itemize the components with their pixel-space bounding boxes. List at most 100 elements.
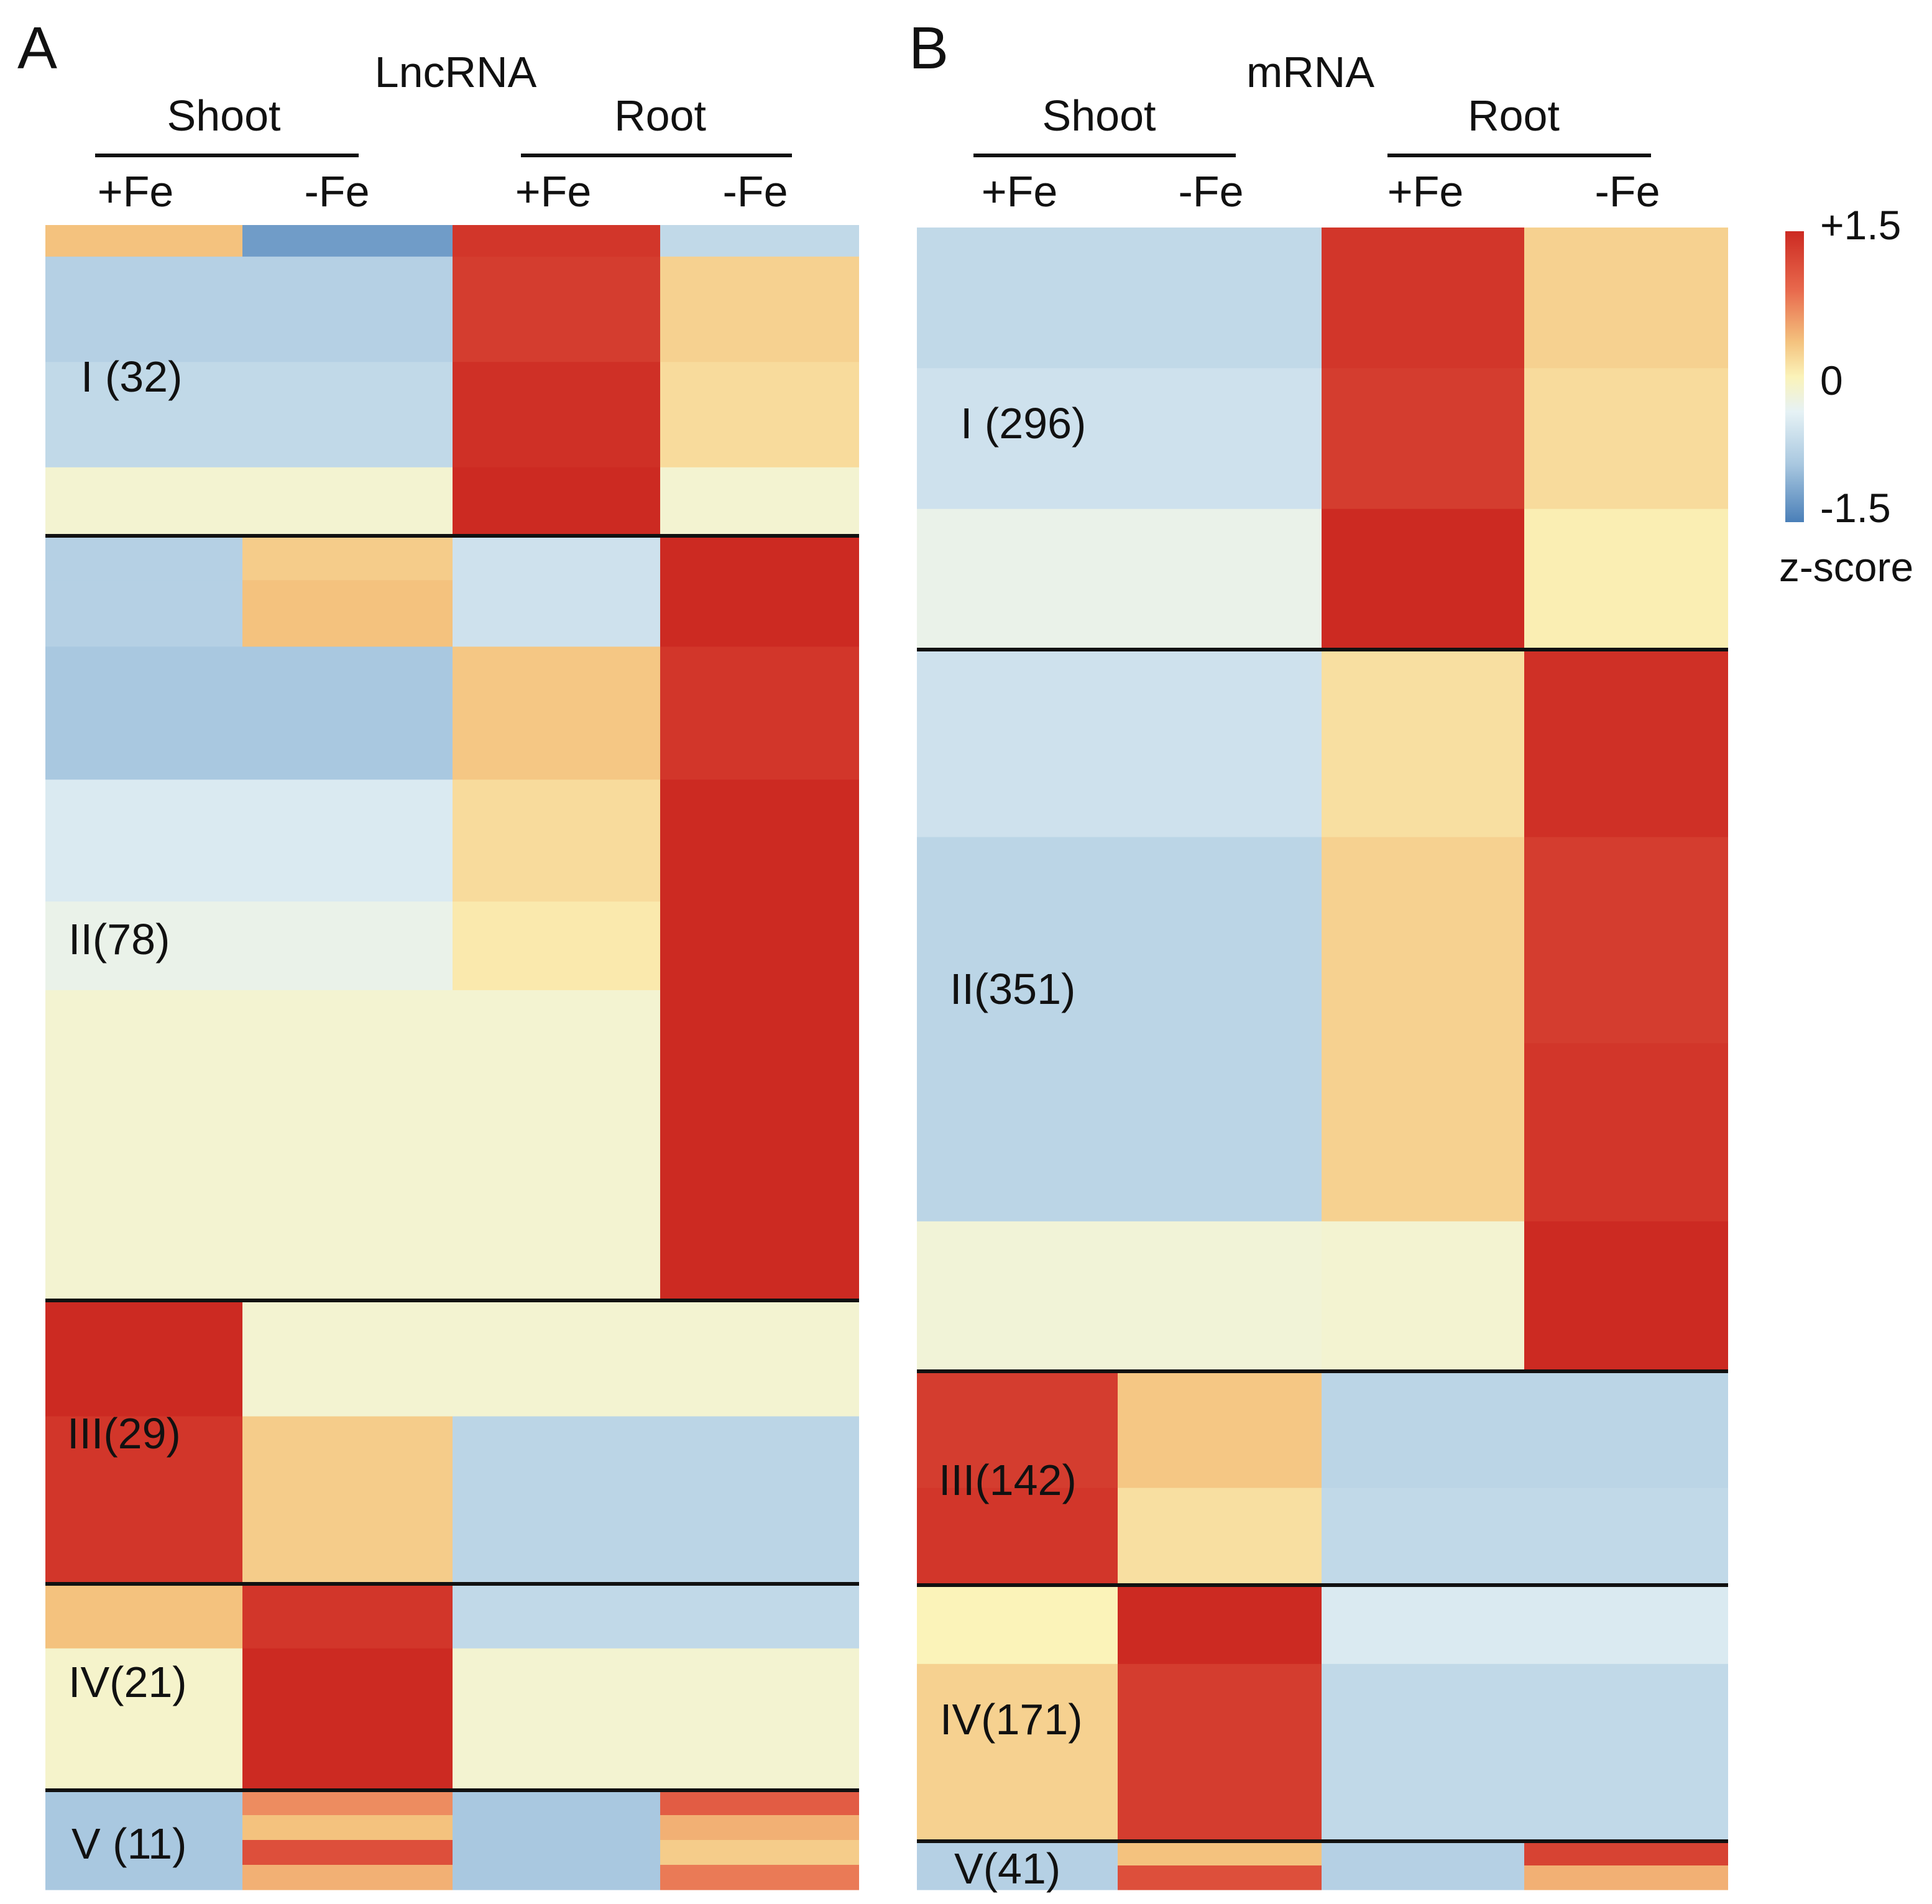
panel-a-cell-r12-c4 — [660, 1416, 859, 1584]
panel-a-cell-r15-c4 — [660, 1790, 859, 1816]
panel-a-cell-r11-c3 — [453, 1300, 660, 1417]
panel-a-cluster-4-label: IV(21) — [68, 1658, 187, 1706]
panel-a-cell-r8-c4 — [660, 780, 859, 902]
panel-b-cell-r5-c4 — [1524, 837, 1728, 1044]
panel-b-cell-r11-c2 — [1118, 1663, 1322, 1842]
panel-b-cell-r6-c1 — [917, 1043, 1118, 1222]
panel-b-cell-r3-c2 — [1118, 508, 1322, 650]
panel-b-cell-r12-c4 — [1524, 1841, 1728, 1866]
panel-b-cell-r1-c3 — [1322, 228, 1524, 369]
panel-a-cell-r4-c4 — [660, 467, 859, 536]
panel-b-cell-r11-c3 — [1322, 1663, 1524, 1842]
panel-b-cell-r10-c1 — [917, 1585, 1118, 1665]
panel-a-cell-r2-c1 — [45, 256, 242, 362]
panel-a-cluster-3-label: III(29) — [67, 1409, 181, 1458]
panel-a-cell-r1-c1 — [45, 225, 242, 257]
panel-a-cell-r13-c1 — [45, 1584, 242, 1649]
panel-a-cell-r11-c1 — [45, 1300, 242, 1417]
panel-a-cell-r6-c3 — [453, 580, 660, 647]
panel-a-cell-r4-c1 — [45, 467, 242, 536]
panel-b-cluster-1-label: I (296) — [960, 399, 1086, 448]
panel-b-cell-r9-c2 — [1118, 1488, 1322, 1586]
panel-a-cell-r14-c1 — [45, 1648, 242, 1791]
panel-a-cell-r3-c1 — [45, 362, 242, 468]
panel-a-cell-r14-c3 — [453, 1648, 660, 1791]
panel-b-cell-r13-c1 — [917, 1865, 1118, 1890]
panel-b-cell-r4-c2 — [1118, 650, 1322, 838]
panel-b-cluster-5-label: V(41) — [954, 1844, 1060, 1893]
panel-a-cell-r13-c3 — [453, 1584, 660, 1649]
legend-color-bar — [1785, 231, 1804, 522]
panel-a-cell-r7-c3 — [453, 646, 660, 780]
panel-b-cell-r2-c4 — [1524, 368, 1728, 510]
panel-b-cell-r1-c2 — [1118, 228, 1322, 369]
panel-a-cell-r13-c2 — [242, 1584, 453, 1649]
panel-a-cell-r1-c4 — [660, 225, 859, 257]
panel-b-cell-r12-c2 — [1118, 1841, 1322, 1866]
panel-a-cell-r15-c3 — [453, 1790, 660, 1816]
panel-b-cell-r1-c1 — [917, 228, 1118, 369]
panel-b-cell-r2-c3 — [1322, 368, 1524, 510]
panel-a-cell-r9-c1 — [45, 901, 242, 991]
panel-b-cell-r8-c3 — [1322, 1371, 1524, 1489]
panel-b-cluster-4-label: IV(171) — [940, 1695, 1083, 1744]
color-legend: +1.5 0 -1.5 z-score — [1779, 202, 1913, 590]
panel-a-cell-r13-c4 — [660, 1584, 859, 1649]
panel-a-cell-r16-c2 — [242, 1815, 453, 1841]
panel-a-cell-r3-c2 — [242, 362, 453, 468]
panel-b-cell-r8-c1 — [917, 1371, 1118, 1489]
panel-a-col-1-header: +Fe — [98, 167, 174, 216]
panel-b-tissue-shoot: Shoot — [1042, 91, 1156, 140]
panel-a-cell-r17-c2 — [242, 1840, 453, 1865]
panel-a-cell-r5-c2 — [242, 536, 453, 581]
panel-a-cell-r12-c2 — [242, 1416, 453, 1584]
panel-a-cell-r4-c2 — [242, 467, 453, 536]
panel-b-cell-r12-c1 — [917, 1841, 1118, 1866]
panel-a-cluster-5-label: V (11) — [71, 1819, 186, 1868]
panel-a-cell-r10-c2 — [242, 990, 453, 1301]
legend-min-label: -1.5 — [1820, 485, 1891, 531]
panel-a-tissue-root: Root — [614, 91, 706, 140]
panel-a-cell-r5-c3 — [453, 536, 660, 581]
panel-a-cell-r3-c3 — [453, 362, 660, 468]
panel-b-col-4-header: -Fe — [1595, 167, 1660, 216]
panel-b-cell-r5-c2 — [1118, 837, 1322, 1044]
panel-a-cell-r7-c4 — [660, 646, 859, 780]
panel-a-cell-r2-c3 — [453, 256, 660, 362]
panel-b-cell-r9-c4 — [1524, 1488, 1728, 1586]
panel-a-cell-r9-c4 — [660, 901, 859, 991]
panel-b-cell-r5-c1 — [917, 837, 1118, 1044]
panel-b-cell-r11-c1 — [917, 1663, 1118, 1842]
panel-a-cell-r8-c3 — [453, 780, 660, 902]
panel-a-cell-r6-c1 — [45, 580, 242, 647]
panel-b-col-1-header: +Fe — [982, 167, 1058, 216]
panel-a-cell-r18-c3 — [453, 1865, 660, 1890]
panel-a-cell-r5-c4 — [660, 536, 859, 581]
panel-a-cell-r10-c1 — [45, 990, 242, 1301]
legend-max-label: +1.5 — [1820, 202, 1901, 248]
panel-b-cell-r13-c3 — [1322, 1865, 1524, 1890]
panel-a-cell-r18-c4 — [660, 1865, 859, 1890]
panel-b: B mRNA Shoot Root +Fe -Fe +Fe -Fe I (296… — [909, 15, 1728, 1893]
panel-a-tissue-shoot: Shoot — [167, 91, 281, 140]
panel-a-cell-r16-c4 — [660, 1815, 859, 1841]
legend-mid-label: 0 — [1820, 357, 1843, 403]
panel-a-cell-r16-c3 — [453, 1815, 660, 1841]
panel-a-col-4-header: -Fe — [723, 167, 788, 216]
panel-b-col-3-header: +Fe — [1387, 167, 1464, 216]
panel-a-cell-r17-c1 — [45, 1840, 242, 1865]
panel-b-cell-r6-c3 — [1322, 1043, 1524, 1222]
panel-a-cell-r8-c2 — [242, 780, 453, 902]
panel-a-cell-r17-c4 — [660, 1840, 859, 1865]
panel-a-cell-r4-c3 — [453, 467, 660, 536]
panel-b-cell-r10-c4 — [1524, 1585, 1728, 1665]
panel-a-cell-r10-c3 — [453, 990, 660, 1301]
panel-b-cell-r8-c2 — [1118, 1371, 1322, 1489]
panel-a-cell-r15-c1 — [45, 1790, 242, 1816]
panel-b-cell-r8-c4 — [1524, 1371, 1728, 1489]
panel-a-cell-r18-c1 — [45, 1865, 242, 1890]
panel-b-cluster-3-label: III(142) — [939, 1456, 1077, 1504]
panel-b-cell-r9-c3 — [1322, 1488, 1524, 1586]
panel-a-cell-r15-c2 — [242, 1790, 453, 1816]
